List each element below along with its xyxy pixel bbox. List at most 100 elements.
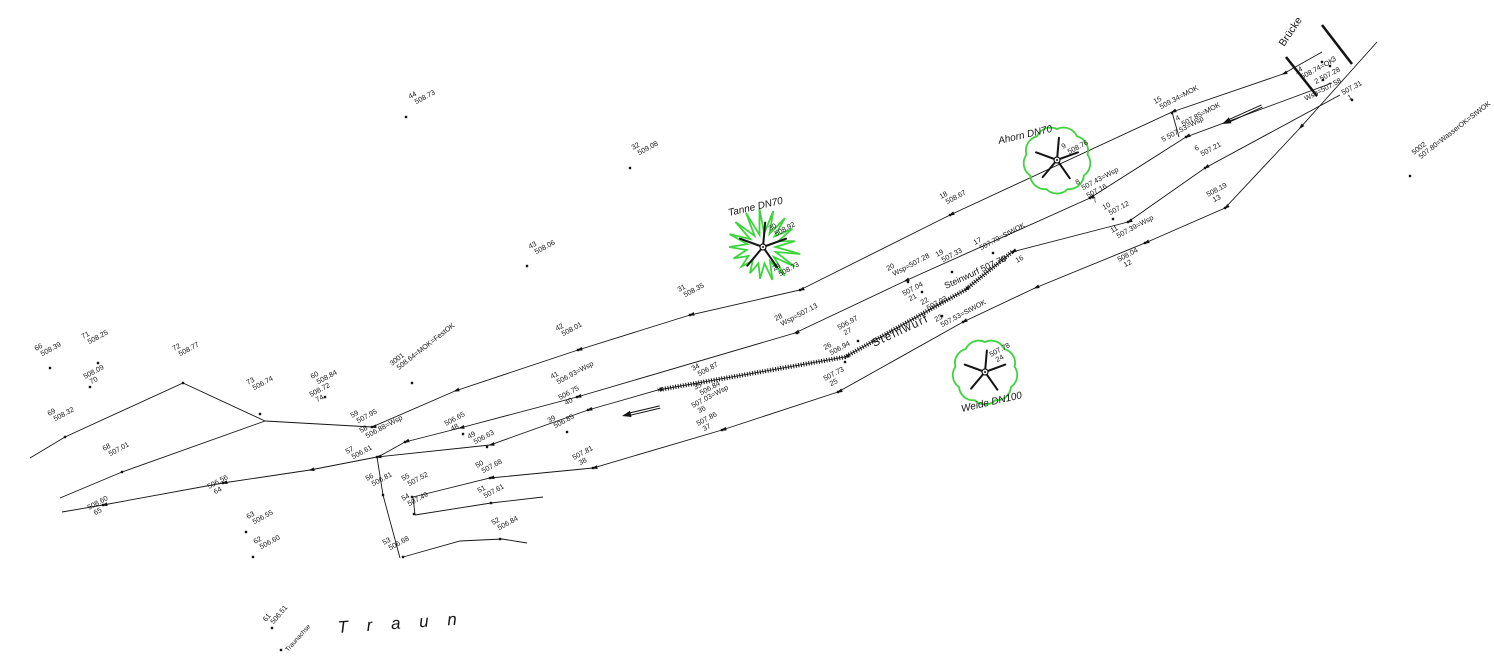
survey-point: 66508.39: [33, 333, 63, 370]
point-dot: [1203, 166, 1207, 170]
point-dot: [498, 537, 502, 541]
point-label: 72508.77: [171, 333, 201, 359]
map-label: Brücke: [1277, 15, 1305, 49]
point-dot: [404, 115, 408, 119]
point-label: 5002507.80=WasserOK=StWOK: [1410, 93, 1493, 163]
survey-point: 63506.55: [244, 501, 275, 534]
point-dot: [120, 470, 124, 474]
tree-point-label: 9508.76: [1060, 131, 1090, 157]
point-label: 50507.68: [474, 450, 504, 476]
svg-text:9508.76: 9508.76: [1060, 131, 1090, 157]
svg-text:Brücke: Brücke: [1277, 15, 1305, 49]
survey-point: 6507.21: [1193, 140, 1223, 170]
svg-text:Steinwurf: Steinwurf: [870, 313, 931, 350]
survey-point: 508.7274: [308, 380, 335, 405]
point-dot: [836, 390, 840, 394]
point-dot: [950, 270, 954, 274]
point-dot: [88, 385, 92, 389]
point-label: 66508.39: [33, 333, 63, 359]
survey-point: 53506.68: [381, 534, 411, 559]
survey-point: 71508.25: [80, 321, 110, 365]
point-dot: [1223, 206, 1227, 210]
point-dot: [488, 476, 492, 480]
point-label: 10507.12: [1101, 192, 1131, 218]
svg-text:Tanne DN70: Tanne DN70: [727, 196, 784, 219]
point-label: 59507.95: [349, 400, 379, 426]
point-dot: [1011, 250, 1015, 254]
map-label: Steinwurf: [870, 313, 931, 350]
survey-point: 28Wsp=507.13: [773, 301, 819, 335]
point-label: 68507.01: [101, 433, 131, 459]
point-dot: [1143, 241, 1147, 245]
point-dot: [221, 481, 225, 485]
survey-point: 43508.06: [525, 238, 557, 268]
point-dot: [375, 455, 379, 459]
bridge-edge-2: [1284, 56, 1319, 97]
survey-point: 51507.61: [476, 482, 506, 505]
survey-point: 506.5664: [206, 472, 230, 495]
point-dot: [1408, 174, 1412, 178]
channel-end-line: [412, 496, 416, 516]
survey-point: 508.6065: [86, 493, 113, 518]
point-dot: [940, 314, 944, 318]
point-label: 508.7274: [308, 380, 335, 405]
map-label: Ahorn DN70: [996, 124, 1053, 147]
point-dot: [370, 425, 374, 429]
point-dot: [323, 395, 327, 399]
survey-point: 507.7325: [822, 364, 845, 394]
branch-68-line: [59, 420, 266, 499]
survey-point: 62506.60: [252, 533, 282, 559]
survey-point: 73506.74: [245, 374, 275, 416]
point-label: 52506.84: [490, 507, 520, 533]
point-dot: [412, 512, 416, 516]
point-dot: [1184, 135, 1188, 139]
svg-text:Traunachse: Traunachse: [284, 623, 312, 653]
point-label: 69508.32: [46, 398, 76, 424]
point-label: 61506.51: [261, 598, 290, 628]
survey-point: 42508.01: [554, 313, 584, 352]
bottom-line-line: [402, 538, 528, 558]
survey-point: 15509.34=MOK: [1152, 83, 1200, 115]
point-dot: [1088, 196, 1092, 200]
point-dot: [258, 412, 262, 416]
survey-point: 20Wsp=507.28: [885, 251, 931, 284]
point-label: 39506.85: [546, 405, 576, 431]
point-label: 507.8138: [571, 443, 598, 468]
point-dot: [485, 445, 489, 449]
point-dot: [795, 331, 799, 335]
point-dot: [1320, 60, 1324, 64]
point-dot: [565, 430, 569, 434]
branch-72-69-line: [29, 382, 266, 459]
survey-point: 61506.51: [261, 598, 290, 630]
survey-point: 506.9727: [836, 313, 859, 343]
point-label: 42508.01: [554, 313, 584, 339]
point-dot: [1111, 217, 1115, 221]
point-dot: [906, 280, 910, 284]
survey-point: 72508.77: [171, 333, 201, 385]
point-dot: [920, 290, 924, 294]
survey-point: 5002507.80=WasserOK=StWOK: [1408, 93, 1493, 178]
point-dot: [991, 251, 995, 255]
survey-point: 57506.61: [344, 443, 379, 461]
point-label: 63506.55: [245, 501, 275, 527]
point-dot: [688, 313, 692, 317]
survey-point: 507.311: [1340, 78, 1364, 101]
point-dot: [591, 466, 595, 470]
point-dot: [1170, 111, 1174, 115]
point-dot: [410, 381, 414, 385]
point-label: 17507.79=StWOK: [972, 214, 1027, 254]
point-label: 44508.73: [407, 81, 437, 107]
flow-arrow-icon: [1222, 104, 1263, 124]
point-label: 508.6065: [86, 493, 113, 518]
survey-point: 68507.01: [101, 433, 131, 474]
survey-point: 17507.79=StWOK: [972, 214, 1027, 255]
point-label: 55507.52: [400, 463, 430, 489]
point-label: 16: [1014, 253, 1025, 265]
point-label: 71508.25: [80, 321, 110, 347]
point-dot: [843, 360, 847, 364]
survey-point: 50507.68: [474, 450, 504, 480]
survey-points-layer: 32 507.28Wsp=507.58507.31114508.74=OK155…: [33, 54, 1493, 652]
point-dot: [244, 530, 248, 534]
